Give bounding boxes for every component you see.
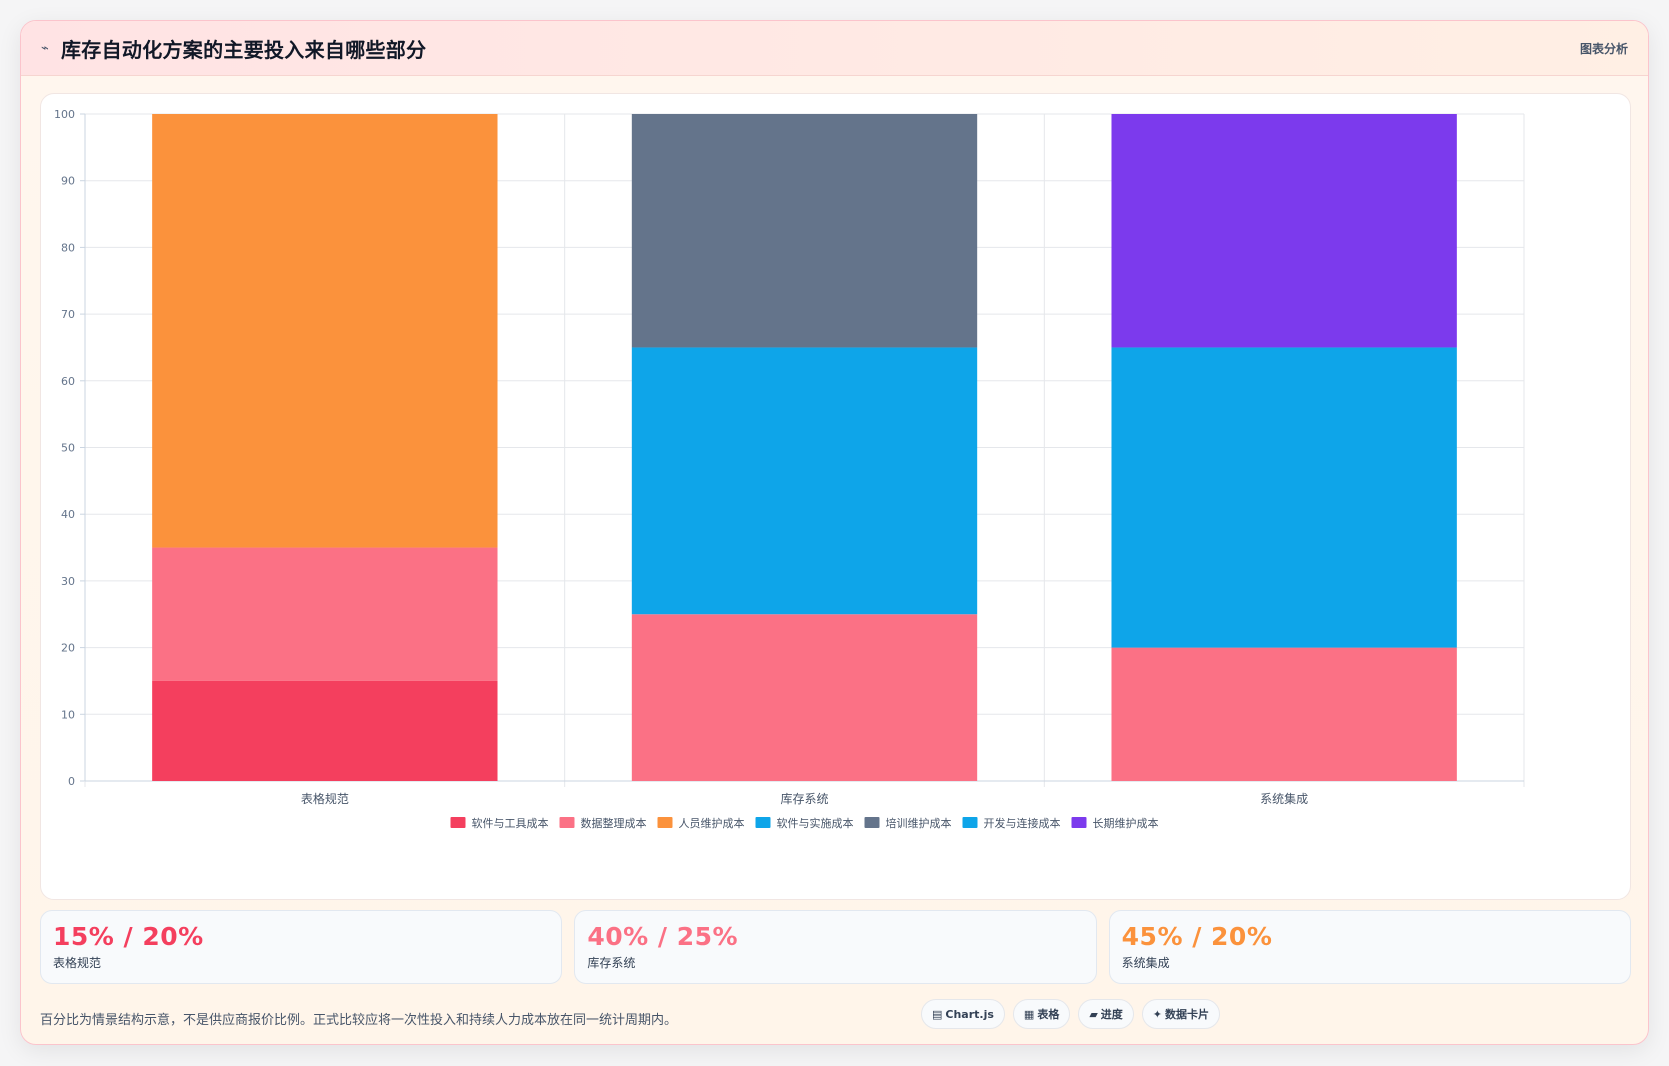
chart-panel: 0 10 20 30 40 50 60 70 80 90 100 表格规范 库存系统 系统集成软件与工具成… (40, 93, 1631, 900)
stat-card-3: 45% / 20% 系统集成 (1108, 910, 1631, 984)
chip-chartjs[interactable]: ▤ Chart.js (921, 999, 1005, 1029)
legend-swatch (559, 817, 575, 828)
legend-swatch (864, 817, 880, 828)
legend-swatch (657, 817, 673, 828)
chip-label: Chart.js (945, 1007, 994, 1021)
legend-label: 软件与工具成本 (472, 816, 549, 830)
stacked-bar-chart: 0 10 20 30 40 50 60 70 80 90 100 表格规范 库存系统 系统集成软件与工具成… (54, 108, 1525, 830)
x-tick-label: 库存系统 (780, 791, 828, 806)
y-tick-label: 90 (61, 175, 75, 188)
stat-label: 表格规范 (53, 956, 102, 970)
bar-segment (152, 547, 498, 681)
chip-row: ▤ Chart.js ▦ 表格 ▰ 进度 ✦ 数据卡片 (921, 999, 1221, 1029)
page-title: 库存自动化方案的主要投入来自哪些部分 (61, 37, 427, 62)
chip-label: 数据卡片 (1165, 1008, 1210, 1021)
x-tick-label: 表格规范 (301, 791, 349, 806)
card-header: ⌁ 库存自动化方案的主要投入来自哪些部分 图表分析 (21, 21, 1648, 76)
bar-segment (1111, 347, 1457, 648)
legend-swatch (1071, 817, 1087, 828)
y-tick-label: 40 (61, 508, 75, 521)
legend-label: 长期维护成本 (1093, 816, 1159, 830)
bar-segment (631, 614, 978, 781)
legend-swatch (962, 817, 978, 828)
title-wrap: ⌁ 库存自动化方案的主要投入来自哪些部分 (41, 34, 426, 63)
legend-label: 数据整理成本 (581, 816, 647, 830)
bar-segment (631, 114, 978, 348)
y-tick-label: 100 (54, 108, 75, 121)
chip-data-card[interactable]: ✦ 数据卡片 (1141, 999, 1221, 1029)
x-tick-label: 系统集成 (1260, 791, 1308, 806)
y-tick-label: 20 (61, 642, 75, 655)
y-tick-label: 50 (61, 442, 75, 455)
legend-label: 培训维护成本 (886, 816, 952, 830)
y-tick-label: 0 (68, 775, 75, 788)
y-tick-label: 80 (61, 241, 75, 254)
card-icon: ✦ (1152, 1007, 1163, 1021)
table-icon: ▦ (1023, 1007, 1035, 1021)
legend-label: 软件与实施成本 (777, 816, 854, 830)
y-tick-label: 10 (61, 708, 75, 721)
legend-label: 人员维护成本 (679, 816, 745, 830)
bar-segment (631, 347, 978, 615)
stat-value: 45% / 20% (1121, 922, 1273, 951)
stat-label: 库存系统 (587, 956, 636, 970)
legend-swatch (755, 817, 771, 828)
bar-segment (1111, 114, 1457, 348)
stat-label: 系统集成 (1121, 956, 1170, 970)
bar-segment (152, 680, 498, 781)
chip-label: 表格 (1037, 1008, 1060, 1021)
stat-card-1: 15% / 20% 表格规范 (40, 910, 563, 984)
legend-label: 开发与连接成本 (984, 816, 1061, 830)
chip-progress[interactable]: ▰ 进度 (1078, 999, 1134, 1029)
chip-label: 进度 (1100, 1008, 1123, 1021)
stat-card-2: 40% / 25% 库存系统 (574, 910, 1097, 984)
bar-segment (1111, 647, 1457, 781)
trend-icon: ⌁ (41, 40, 49, 56)
stat-row: 15% / 20% 表格规范 40% / 25% 库存系统 45% / 20% … (40, 910, 1631, 984)
footer-note: 百分比为情景结构示意，不是供应商报价比例。正式比较应将一次性投入和持续人力成本放… (40, 1013, 678, 1028)
header-tag: 图表分析 (1579, 41, 1628, 56)
y-tick-label: 70 (61, 308, 75, 321)
chip-table[interactable]: ▦ 表格 (1012, 999, 1071, 1029)
legend-swatch (450, 817, 466, 828)
stat-value: 40% / 25% (587, 922, 739, 951)
y-tick-label: 30 (61, 575, 75, 588)
progress-icon: ▰ (1089, 1007, 1098, 1021)
stat-value: 15% / 20% (53, 922, 204, 951)
y-tick-label: 60 (61, 375, 75, 388)
chart-icon: ▤ (932, 1007, 943, 1021)
chart-card: ⌁ 库存自动化方案的主要投入来自哪些部分 图表分析 0 10 20 30 40 50 60 7… (20, 20, 1649, 1045)
bar-segment (152, 114, 498, 548)
